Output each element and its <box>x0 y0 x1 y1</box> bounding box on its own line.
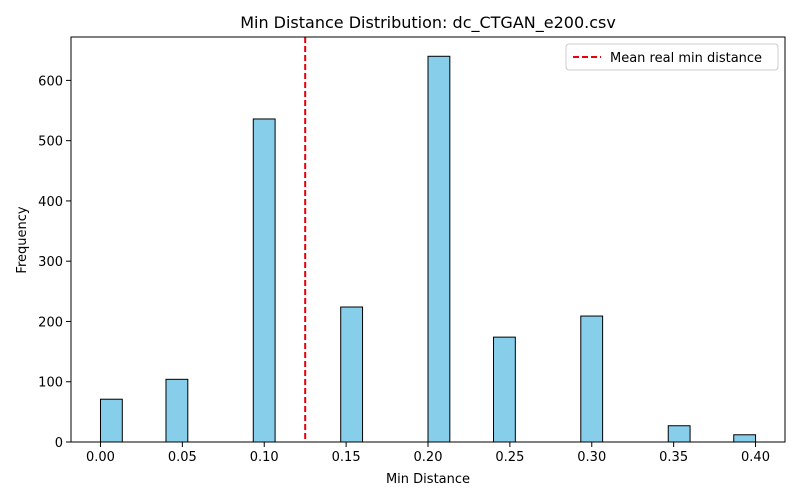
y-tick-label: 0 <box>55 436 63 451</box>
histogram-bar <box>340 306 364 443</box>
y-tick-label: 300 <box>38 255 63 270</box>
chart-title: Min Distance Distribution: dc_CTGAN_e200… <box>240 13 616 33</box>
x-tick-label: 0.25 <box>495 450 524 465</box>
y-axis-label: Frequency <box>15 206 30 273</box>
y-tick-label: 500 <box>38 135 63 150</box>
histogram-bar <box>580 315 604 443</box>
bars-group <box>99 55 757 443</box>
y-tick-label: 400 <box>38 195 63 210</box>
y-tick-label: 100 <box>38 376 63 391</box>
x-tick-label: 0.00 <box>86 450 115 465</box>
histogram-bar <box>733 434 757 443</box>
histogram-bar <box>165 378 189 443</box>
legend-label: Mean real min distance <box>610 51 762 66</box>
x-tick-label: 0.30 <box>577 450 606 465</box>
x-tick-label: 0.35 <box>659 450 688 465</box>
x-axis-label: Min Distance <box>386 472 470 487</box>
legend-box <box>565 43 779 71</box>
histogram-bar <box>493 336 516 443</box>
x-tick-label: 0.05 <box>168 450 197 465</box>
y-axis: 0 100 200 300 400 500 600 <box>38 74 71 451</box>
y-tick-label: 200 <box>38 315 63 330</box>
x-axis: 0.00 0.05 0.10 0.15 0.20 0.25 0.30 0.35 0.40 <box>86 442 770 465</box>
histogram-bar <box>99 398 123 443</box>
x-tick-label: 0.10 <box>250 450 279 465</box>
x-tick-label: 0.40 <box>741 450 770 465</box>
x-tick-label: 0.20 <box>414 450 443 465</box>
histogram-bar <box>667 425 691 443</box>
histogram-bar <box>252 118 276 443</box>
histogram-bar <box>427 55 451 443</box>
legend: Mean real min distance <box>565 43 779 71</box>
y-tick-label: 600 <box>38 74 63 89</box>
x-tick-label: 0.15 <box>332 450 361 465</box>
